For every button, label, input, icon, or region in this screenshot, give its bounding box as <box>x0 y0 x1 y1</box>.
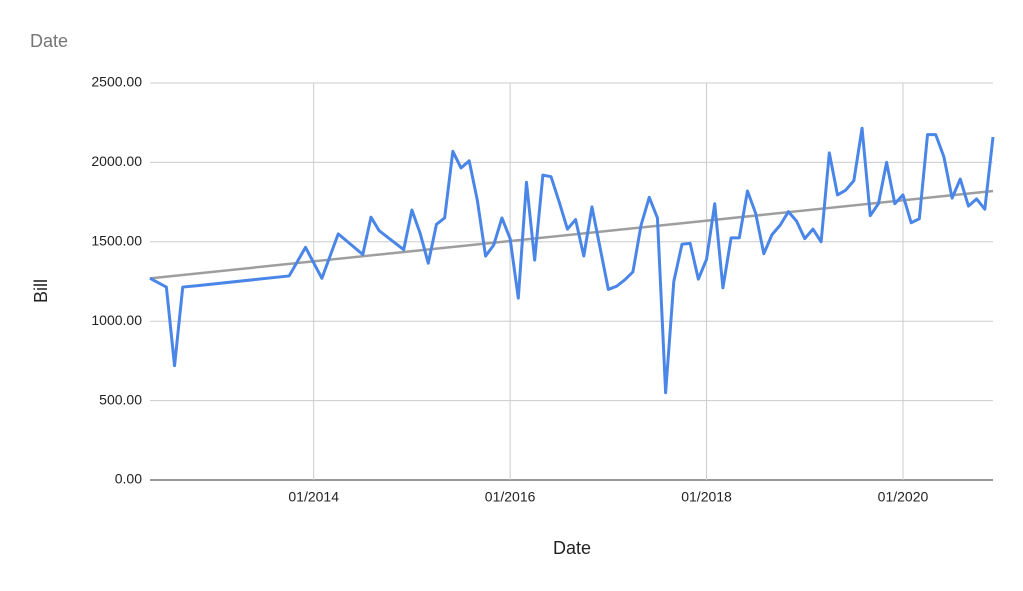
y-tick-label: 1000.00 <box>91 312 142 328</box>
y-axis-label: Bill <box>31 279 51 303</box>
x-axis-label: Date <box>553 538 591 558</box>
x-tick-label: 01/2014 <box>288 489 339 505</box>
x-tick-label: 01/2018 <box>681 489 732 505</box>
y-tick-label: 1500.00 <box>91 233 142 249</box>
x-tick-label: 01/2020 <box>878 489 929 505</box>
chart-title: Date <box>30 31 68 51</box>
trendline <box>149 189 994 280</box>
x-tick-label: 01/2016 <box>485 489 536 505</box>
data-line <box>149 126 995 395</box>
y-tick-label: 0.00 <box>115 471 142 487</box>
y-tick-label: 500.00 <box>99 391 142 407</box>
y-tick-label: 2500.00 <box>91 74 142 90</box>
y-tick-label: 2000.00 <box>91 153 142 169</box>
